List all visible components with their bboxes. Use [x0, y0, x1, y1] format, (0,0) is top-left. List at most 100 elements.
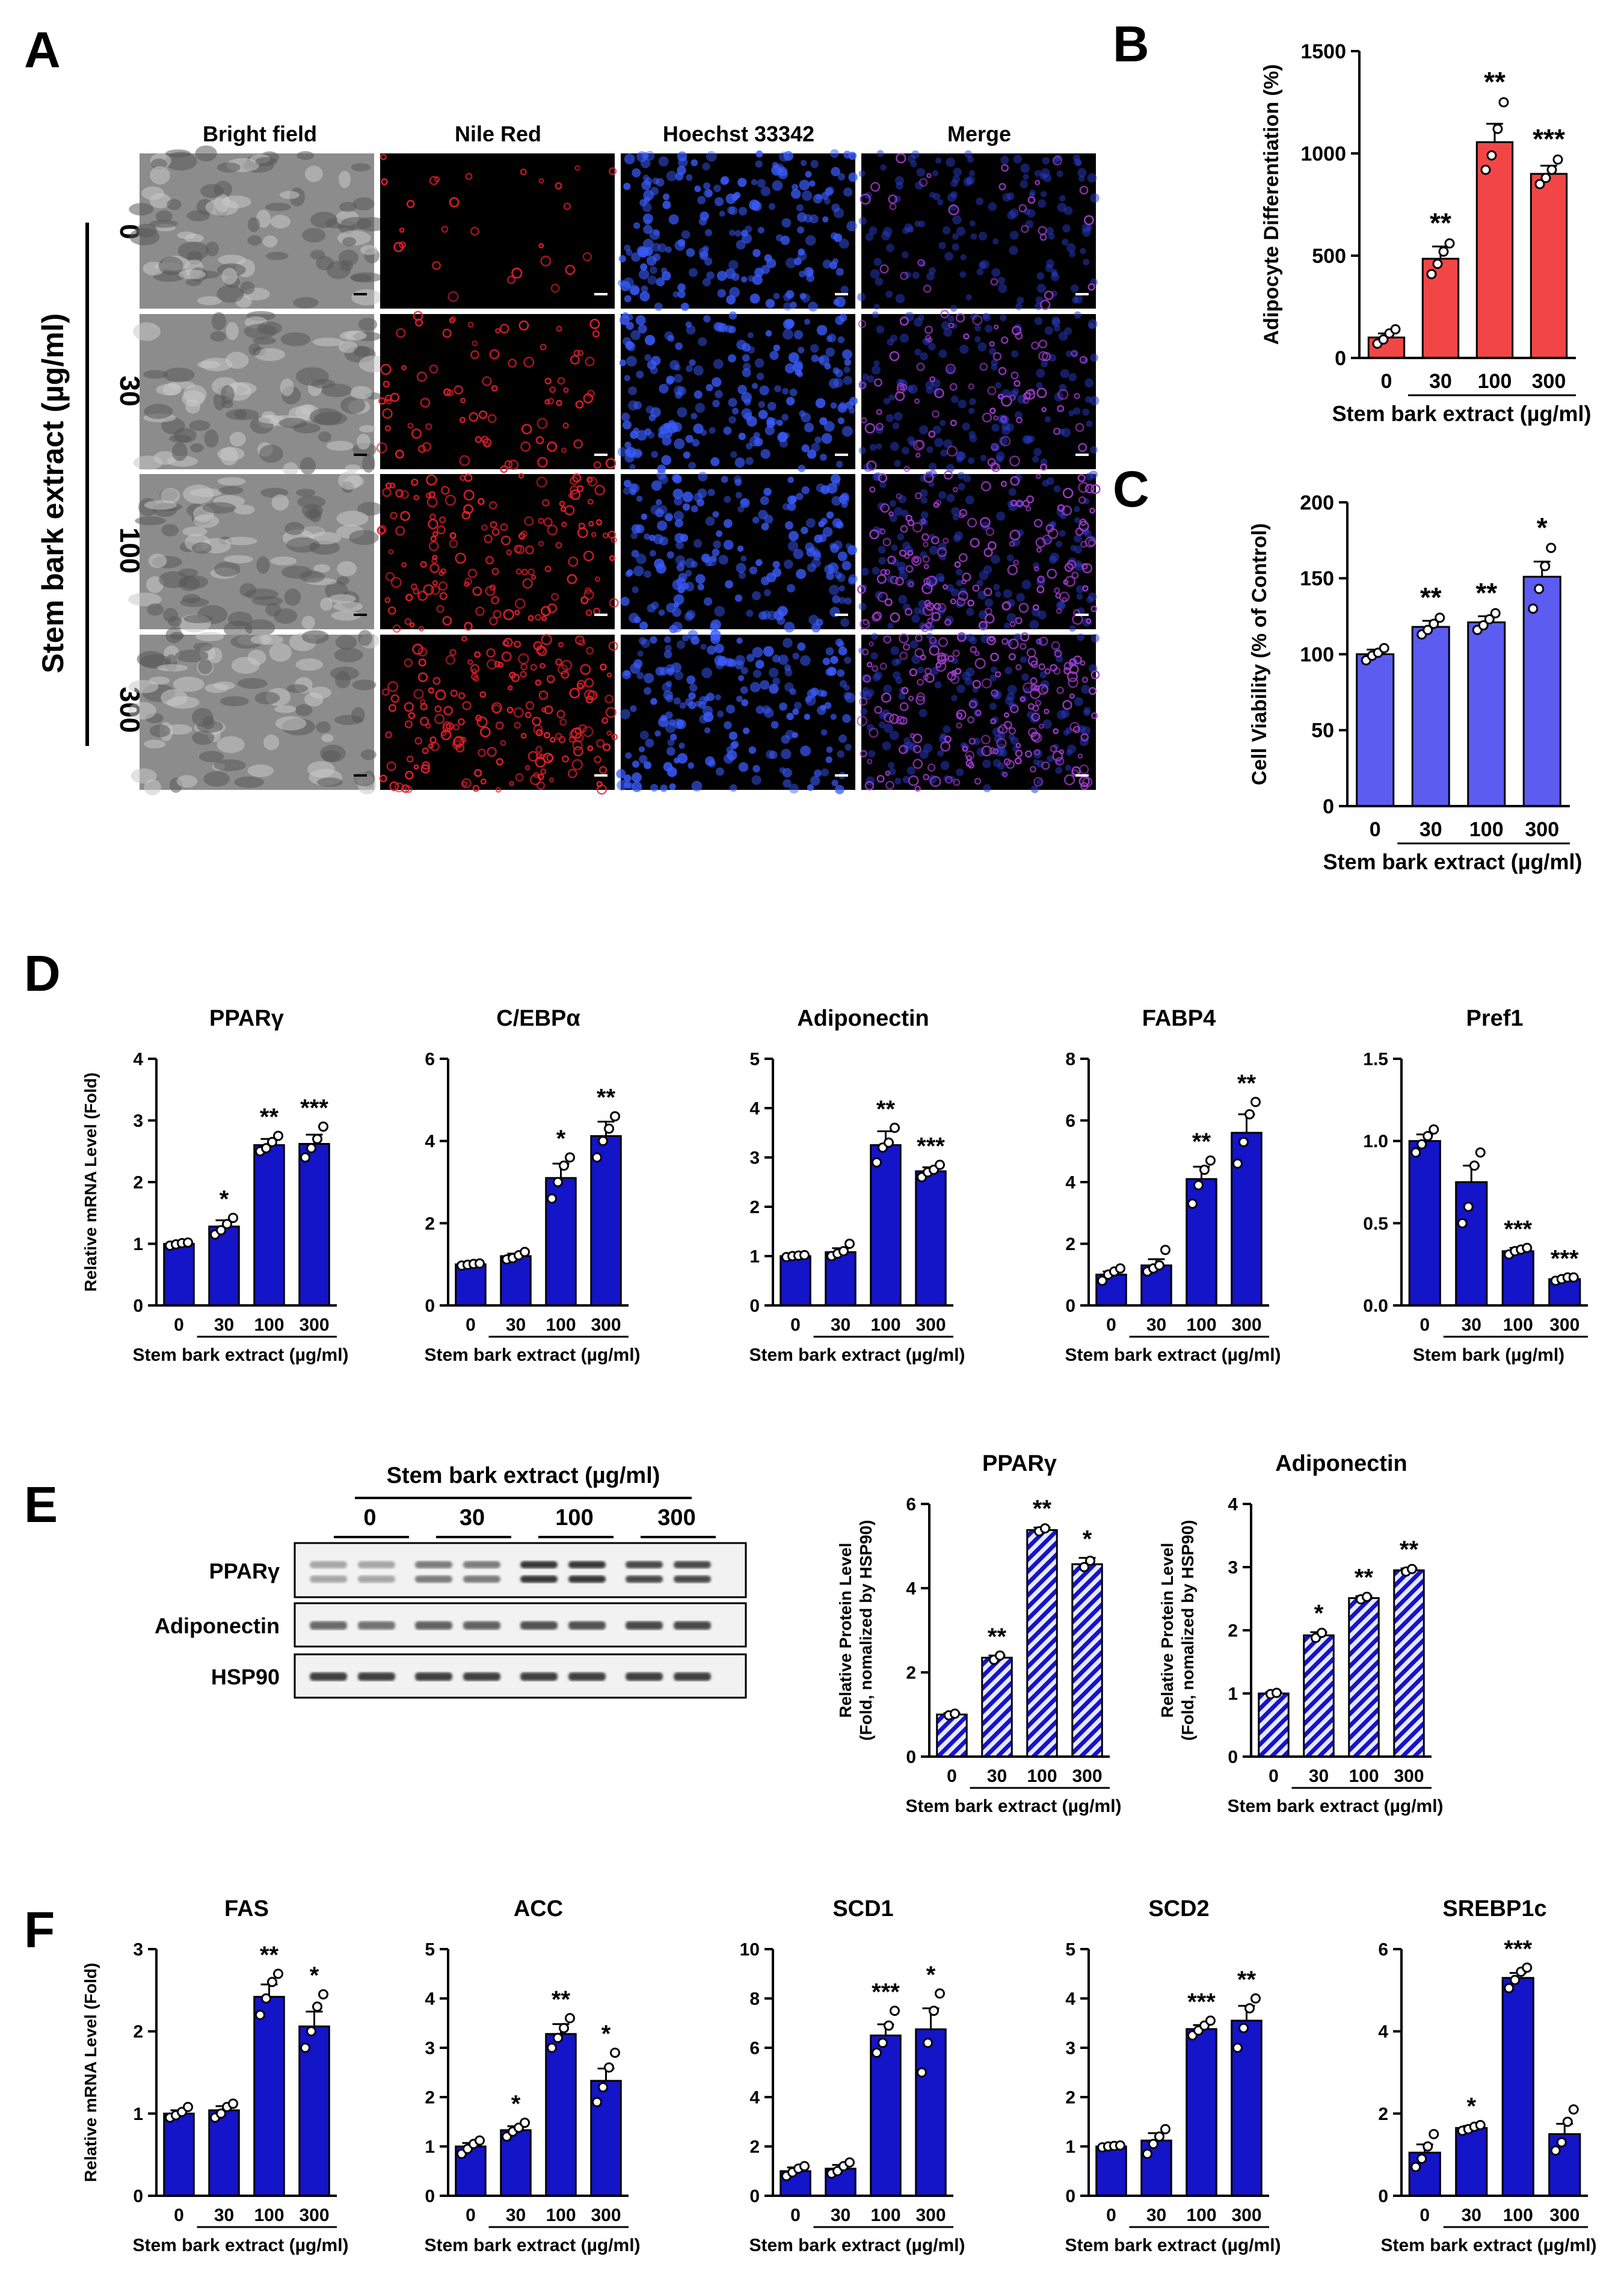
y-tick-label: 50	[1311, 719, 1334, 742]
bar	[1303, 1634, 1335, 1758]
lipid-droplet	[392, 624, 401, 633]
nucleus-dot	[630, 483, 640, 493]
data-point	[1410, 1147, 1421, 1158]
lipid-droplet	[951, 670, 957, 676]
nucleus-dot	[992, 759, 1001, 768]
data-point	[1540, 561, 1551, 572]
lipid-droplet	[508, 359, 517, 368]
blot-band	[415, 1672, 452, 1681]
data-point	[592, 2097, 602, 2107]
nucleus-dot	[642, 202, 652, 212]
nucleus-dot	[704, 727, 711, 734]
cell-shape	[337, 471, 361, 490]
lipid-droplet	[896, 493, 902, 499]
lipid-droplet	[1036, 547, 1042, 553]
y-tick-label: 4	[749, 1099, 760, 1119]
nucleus-dot	[955, 568, 963, 576]
lipid-droplet	[386, 398, 392, 405]
lipid-droplet	[956, 597, 966, 607]
nucleus-dot	[798, 248, 805, 256]
y-tick-label: 2	[1228, 1621, 1238, 1641]
nucleus-dot	[703, 182, 711, 190]
cell-shape	[245, 588, 278, 600]
nucleus-dot	[837, 573, 846, 582]
lipid-droplet	[1084, 484, 1095, 494]
nucleus-dot	[1034, 316, 1043, 325]
lipid-droplet	[864, 423, 876, 434]
nucleus-dot	[991, 555, 1000, 564]
cell-shape	[300, 457, 316, 475]
nucleus-dot	[624, 442, 632, 449]
lipid-droplet	[1027, 703, 1035, 710]
data-point	[1540, 173, 1551, 183]
cell-shape	[195, 145, 217, 162]
lipid-droplet	[884, 598, 893, 606]
lipid-droplet	[571, 759, 583, 771]
nucleus-dot	[688, 461, 697, 470]
data-point	[1484, 614, 1495, 624]
lipid-droplet	[917, 679, 924, 686]
lipid-droplet	[932, 410, 940, 418]
lipid-droplet	[538, 690, 549, 700]
lipid-droplet	[594, 756, 601, 763]
nucleus-dot	[832, 479, 840, 487]
nucleus-dot	[938, 491, 947, 499]
cell-shape	[211, 312, 226, 331]
cell-shape	[221, 268, 238, 285]
lipid-droplet	[490, 521, 497, 529]
cell-shape	[345, 464, 361, 472]
nucleus-dot	[898, 692, 906, 700]
lipid-droplet	[1010, 371, 1019, 380]
data-point	[1562, 2116, 1573, 2127]
nucleus-dot	[633, 616, 641, 624]
lipid-droplet	[899, 549, 907, 557]
panel-a-letter: A	[24, 22, 61, 78]
nucleus-dot	[619, 359, 626, 366]
data-point	[1429, 1124, 1439, 1135]
nucleus-dot	[952, 215, 962, 225]
data-point	[838, 1246, 849, 1257]
lipid-droplet	[1079, 356, 1087, 364]
nucleus-dot	[838, 597, 846, 604]
cell-shape	[310, 378, 336, 389]
data-point	[1546, 543, 1557, 553]
nucleus-dot	[995, 451, 1005, 461]
data-point	[261, 1993, 271, 2004]
nucleus-dot	[664, 636, 671, 643]
nucleus-dot	[651, 480, 662, 491]
y-tick-label: 0	[749, 1296, 760, 1316]
lipid-droplet	[504, 460, 513, 469]
lipid-droplet	[1078, 482, 1089, 493]
lipid-droplet	[1000, 481, 1007, 487]
lipid-droplet	[922, 555, 930, 563]
significance-mark: *	[220, 1186, 229, 1212]
nucleus-dot	[970, 233, 977, 240]
data-point	[1498, 97, 1509, 108]
lipid-droplet	[430, 742, 440, 751]
nucleus-dot	[878, 556, 887, 565]
lipid-droplet	[1023, 682, 1034, 694]
nucleus-dot	[616, 769, 626, 779]
nucleus-dot	[688, 692, 696, 700]
lipid-droplet	[380, 153, 387, 161]
nucleus-dot	[926, 446, 933, 453]
scale-bar	[835, 293, 848, 295]
nucleus-dot	[737, 384, 747, 395]
nucleus-dot	[1051, 268, 1057, 276]
nucleus-dot	[715, 322, 725, 332]
lipid-droplet	[385, 482, 392, 489]
data-point	[255, 2009, 265, 2020]
cell-shape	[217, 447, 245, 461]
lipid-droplet	[538, 243, 544, 248]
lipid-droplet	[407, 422, 414, 429]
y-tick-label: 0	[1228, 1748, 1238, 1767]
lipid-droplet	[998, 183, 1006, 191]
lipid-droplet	[955, 313, 965, 323]
lipid-droplet	[899, 652, 908, 661]
nucleus-dot	[946, 584, 955, 592]
significance-mark: **	[260, 1942, 279, 1968]
nucleus-dot	[963, 474, 971, 482]
lipid-droplet	[474, 651, 481, 658]
nucleus-dot	[1047, 755, 1054, 763]
nucleus-dot	[743, 727, 750, 735]
